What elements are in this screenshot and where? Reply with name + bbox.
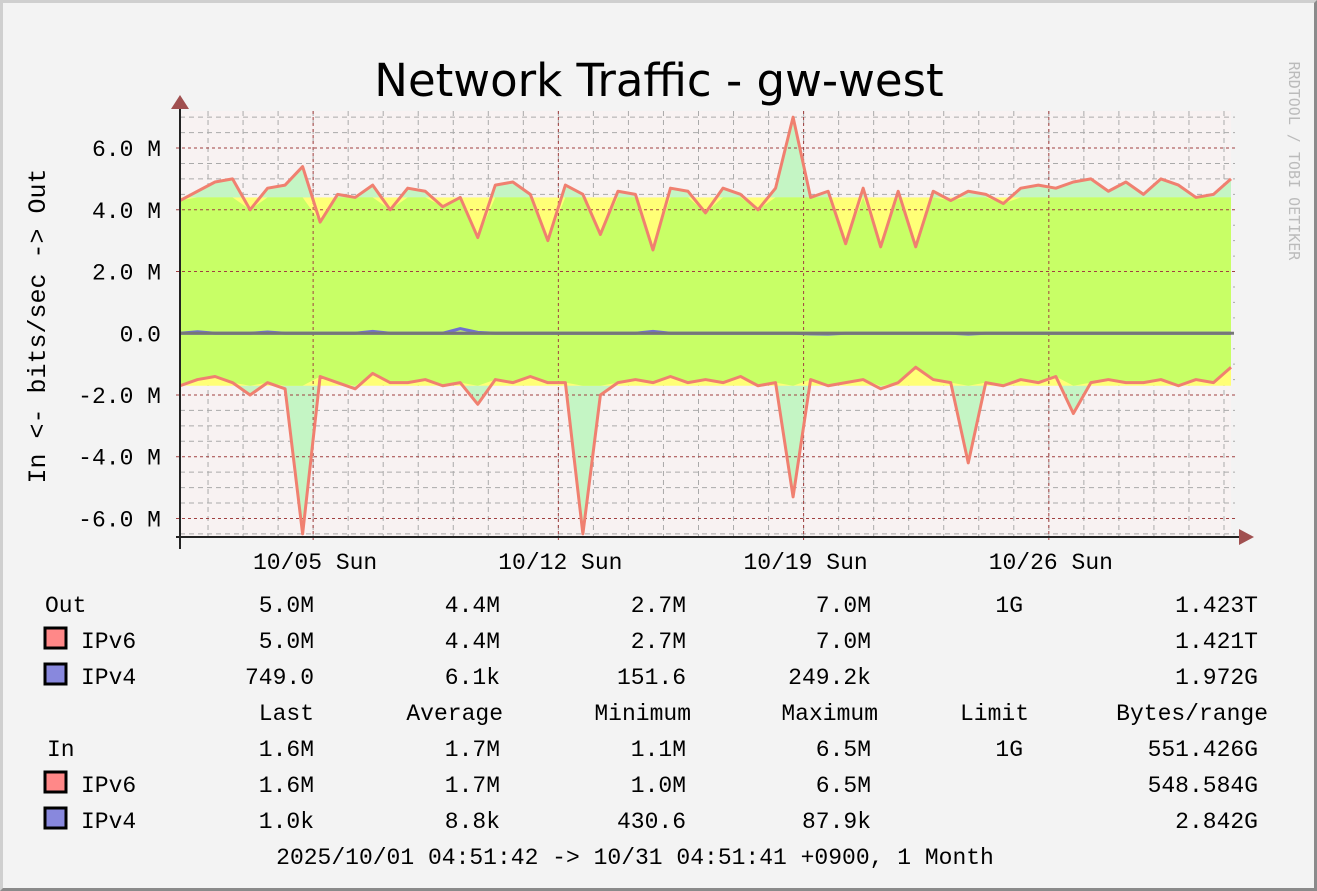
in-row-value: 6.5M <box>816 737 871 763</box>
out-ipv4-row-value: 1.972G <box>1175 665 1258 691</box>
in-row-value: 1G <box>995 737 1023 763</box>
out-row-value: 4.4M <box>445 593 500 619</box>
out-ipv6-row-label: IPv6 <box>81 629 136 655</box>
out-ipv4-row-value: 151.6 <box>617 665 686 691</box>
ipv6-swatch-icon <box>43 770 68 794</box>
in-ipv4-row-value: 2.842G <box>1175 809 1258 835</box>
out-row-value: 5.0M <box>259 593 314 619</box>
y-axis-arrow-icon <box>171 95 189 109</box>
out-ipv6-row-value: 1.421T <box>1175 629 1258 655</box>
x-tick-label: 10/26 Sun <box>989 550 1113 576</box>
ipv4-swatch-icon <box>43 806 68 830</box>
x-axis-arrow-icon <box>1239 529 1254 545</box>
legend-header: Minimum <box>594 701 691 727</box>
in-ipv4-row-value: 1.0k <box>259 809 314 835</box>
out-ipv6-row-value: 7.0M <box>816 629 871 655</box>
y-tick-label: 2.0 M <box>92 261 161 287</box>
in-row-label: In <box>47 737 75 763</box>
chart-svg: Network Traffic - gw-west In <- bits/sec… <box>24 54 1303 871</box>
legend-header: Last <box>259 701 314 727</box>
in-ipv4-row-value: 87.9k <box>802 809 871 835</box>
out-row-value: 2.7M <box>631 593 686 619</box>
in-row-value: 551.426G <box>1148 737 1258 763</box>
out-ipv4-row-value: 749.0 <box>245 665 314 691</box>
time-range-footer: 2025/10/01 04:51:42 -> 10/31 04:51:41 +0… <box>276 845 994 871</box>
series-line-ipv6-out <box>179 115 1232 252</box>
chart-title: Network Traffic - gw-west <box>374 54 943 107</box>
y-tick-label: -4.0 M <box>78 446 161 472</box>
y-tick-label: 0.0 <box>120 322 161 348</box>
y-tick-label: -6.0 M <box>78 507 161 533</box>
y-tick-label: -2.0 M <box>78 384 161 410</box>
y-tick-label: 6.0 M <box>92 137 161 163</box>
y-tick-label: 4.0 M <box>92 199 161 225</box>
in-ipv6-row-value: 1.7M <box>445 773 500 799</box>
watermark: RRDTOOL / TOBI OETIKER <box>1285 62 1303 262</box>
in-row-value: 1.1M <box>631 737 686 763</box>
legend: Out 5.0M 4.4M 2.7M 7.0M 1G 1.423T IPv6 5.0M 4.4M 2… <box>43 593 1268 835</box>
out-row-label: Out <box>45 593 86 619</box>
in-area <box>180 333 1231 386</box>
out-row-value: 7.0M <box>816 593 871 619</box>
out-row-value: 1.423T <box>1175 593 1258 619</box>
out-ipv4-row-value: 6.1k <box>445 665 500 691</box>
x-tick-label: 10/05 Sun <box>253 550 377 576</box>
legend-header: Bytes/range <box>1116 701 1268 727</box>
in-ipv6-row-label: IPv6 <box>81 773 136 799</box>
in-ipv6-row-value: 1.0M <box>631 773 686 799</box>
out-ipv6-row-value: 4.4M <box>445 629 500 655</box>
in-ipv6-row-value: 1.6M <box>259 773 314 799</box>
series-line-ipv6-in <box>179 365 1232 536</box>
out-ipv4-row-label: IPv4 <box>81 665 136 691</box>
in-row-value: 1.7M <box>445 737 500 763</box>
out-ipv6-row-value: 2.7M <box>631 629 686 655</box>
plot-area: 6.0 M 4.0 M 2.0 M 0.0 -2.0 M -4.0 M -6.0 M 10/0… <box>78 95 1254 576</box>
out-area <box>180 197 1231 334</box>
in-ipv6-row-value: 6.5M <box>816 773 871 799</box>
y-axis-label: In <- bits/sec -> Out <box>24 168 53 483</box>
out-ipv4-row-value: 249.2k <box>788 665 871 691</box>
out-ipv6-row-value: 5.0M <box>259 629 314 655</box>
ipv4-swatch-icon <box>43 662 68 686</box>
in-row-value: 1.6M <box>259 737 314 763</box>
in-ipv6-row-value: 548.584G <box>1148 773 1258 799</box>
x-tick-label: 10/19 Sun <box>743 550 867 576</box>
legend-header: Maximum <box>781 701 878 727</box>
out-row-value: 1G <box>995 593 1023 619</box>
ipv6-swatch-icon <box>43 626 68 650</box>
legend-header: Average <box>406 701 503 727</box>
in-ipv4-row-value: 8.8k <box>445 809 500 835</box>
x-tick-label: 10/12 Sun <box>498 550 622 576</box>
in-ipv4-row-value: 430.6 <box>617 809 686 835</box>
legend-header: Limit <box>960 701 1029 727</box>
in-ipv4-row-label: IPv4 <box>81 809 136 835</box>
